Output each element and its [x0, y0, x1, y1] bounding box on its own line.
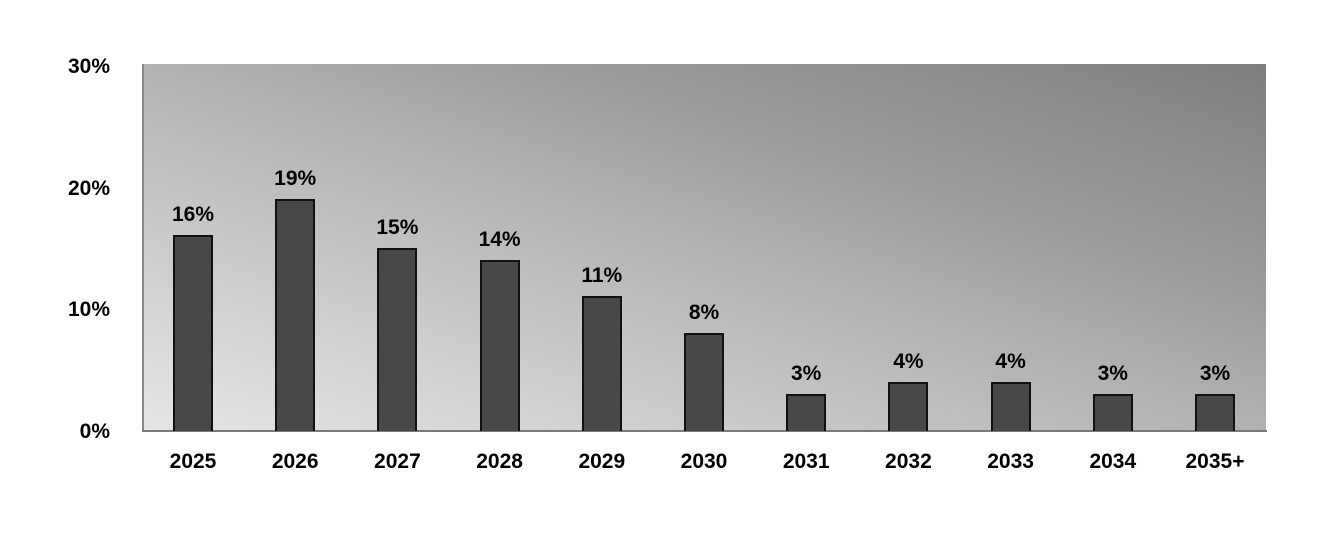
x-axis-line	[142, 430, 1267, 432]
x-tick-2029: 2029	[578, 450, 626, 473]
y-tick-0: 0%	[79, 420, 110, 443]
bar-2031	[786, 394, 827, 431]
data-label-2029: 11%	[581, 264, 623, 288]
bar-2029	[581, 296, 622, 431]
data-label-2030: 8%	[688, 301, 720, 325]
data-label-2032: 4%	[893, 350, 924, 374]
data-label-2028: 14%	[478, 227, 521, 251]
data-label-2031: 3%	[791, 362, 822, 386]
x-tick-2034: 2034	[1089, 450, 1137, 473]
x-tick-2035+: 2035+	[1185, 450, 1245, 473]
bar-2033	[990, 382, 1031, 431]
data-label-2034: 3%	[1097, 362, 1128, 386]
x-tick-2025: 2025	[169, 450, 217, 473]
x-tick-2031: 2031	[782, 450, 830, 473]
data-label-2026: 19%	[274, 166, 317, 190]
y-tick-30: 30%	[67, 55, 110, 78]
bar-2032	[888, 382, 929, 431]
x-tick-2032: 2032	[885, 450, 932, 473]
x-tick-2028: 2028	[476, 450, 523, 473]
bar-2030	[684, 333, 724, 431]
x-tick-2027: 2027	[374, 450, 421, 473]
data-label-2027: 15%	[376, 215, 419, 239]
y-tick-10: 10%	[67, 298, 110, 321]
data-label-2033: 4%	[995, 350, 1026, 374]
bar-2028	[479, 259, 520, 431]
x-tick-2030: 2030	[680, 450, 728, 473]
bar-2026	[275, 198, 316, 431]
x-tick-2033: 2033	[987, 450, 1034, 473]
bar-2027	[377, 247, 418, 431]
bar-2034	[1092, 394, 1133, 431]
y-tick-20: 20%	[67, 177, 110, 200]
x-tick-2026: 2026	[271, 450, 319, 473]
bar-2035+	[1195, 394, 1235, 431]
data-label-2025: 16%	[171, 203, 215, 227]
bar-2025	[173, 235, 213, 431]
data-label-2035+: 3%	[1199, 362, 1231, 386]
